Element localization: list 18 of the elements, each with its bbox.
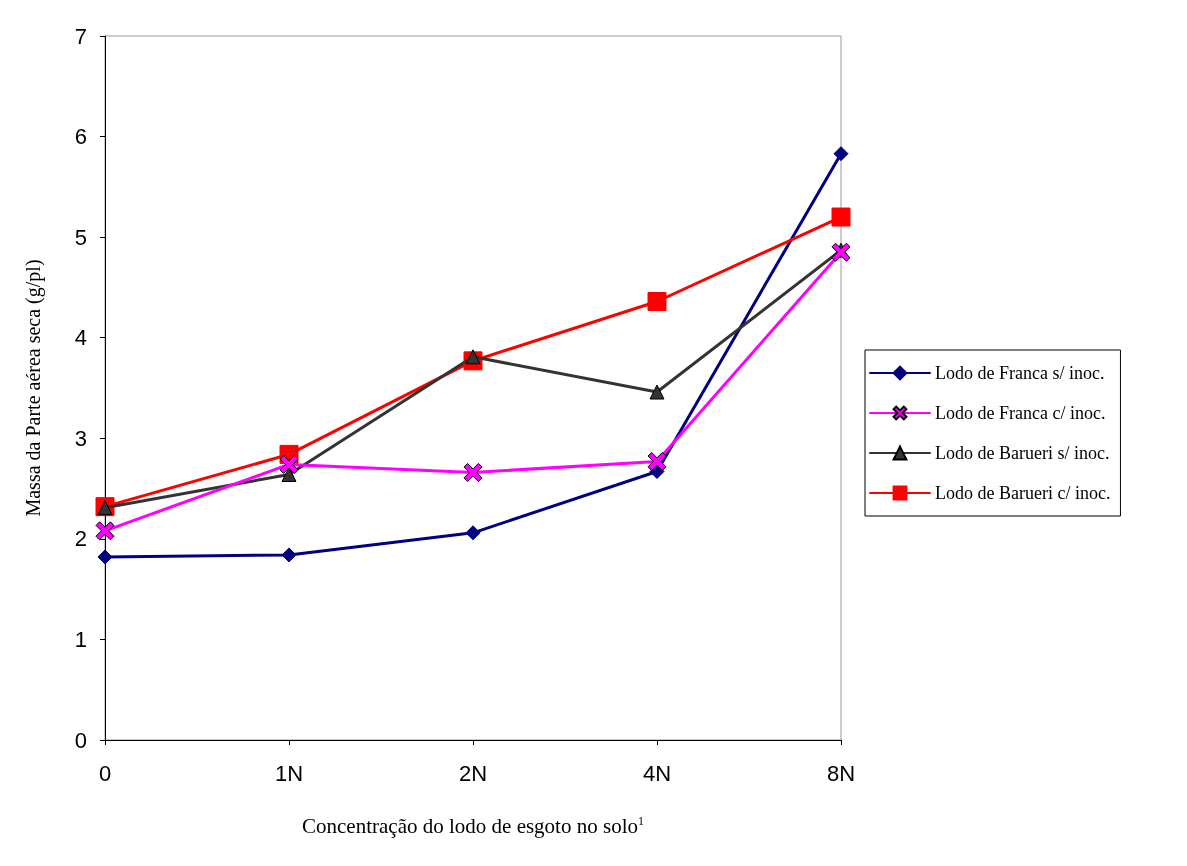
legend-label: Lodo de Barueri c/ inoc. xyxy=(935,483,1111,503)
x-tick-label: 1N xyxy=(274,760,304,786)
y-axis-title: Massa da Parte aérea seca (g/pl) xyxy=(22,259,45,517)
legend-label: Lodo de Barueri s/ inoc. xyxy=(935,443,1110,463)
y-tick-label: 5 xyxy=(74,224,87,250)
x-tick-label: 4N xyxy=(642,760,672,786)
y-tick-label: 1 xyxy=(74,626,87,652)
legend-label: Lodo de Franca c/ inoc. xyxy=(935,403,1106,423)
x-tick-label: 8N xyxy=(826,760,856,786)
x-tick-label: 0 xyxy=(98,760,112,786)
y-tick-label: 0 xyxy=(74,727,87,753)
legend-label: Lodo de Franca s/ inoc. xyxy=(935,363,1105,383)
y-tick-label: 7 xyxy=(74,23,87,49)
y-tick-label: 3 xyxy=(74,425,87,451)
y-tick-label: 6 xyxy=(74,124,87,150)
y-tick-label: 4 xyxy=(74,325,87,351)
y-tick-label: 2 xyxy=(74,526,87,552)
x-tick-label: 2N xyxy=(458,760,488,786)
